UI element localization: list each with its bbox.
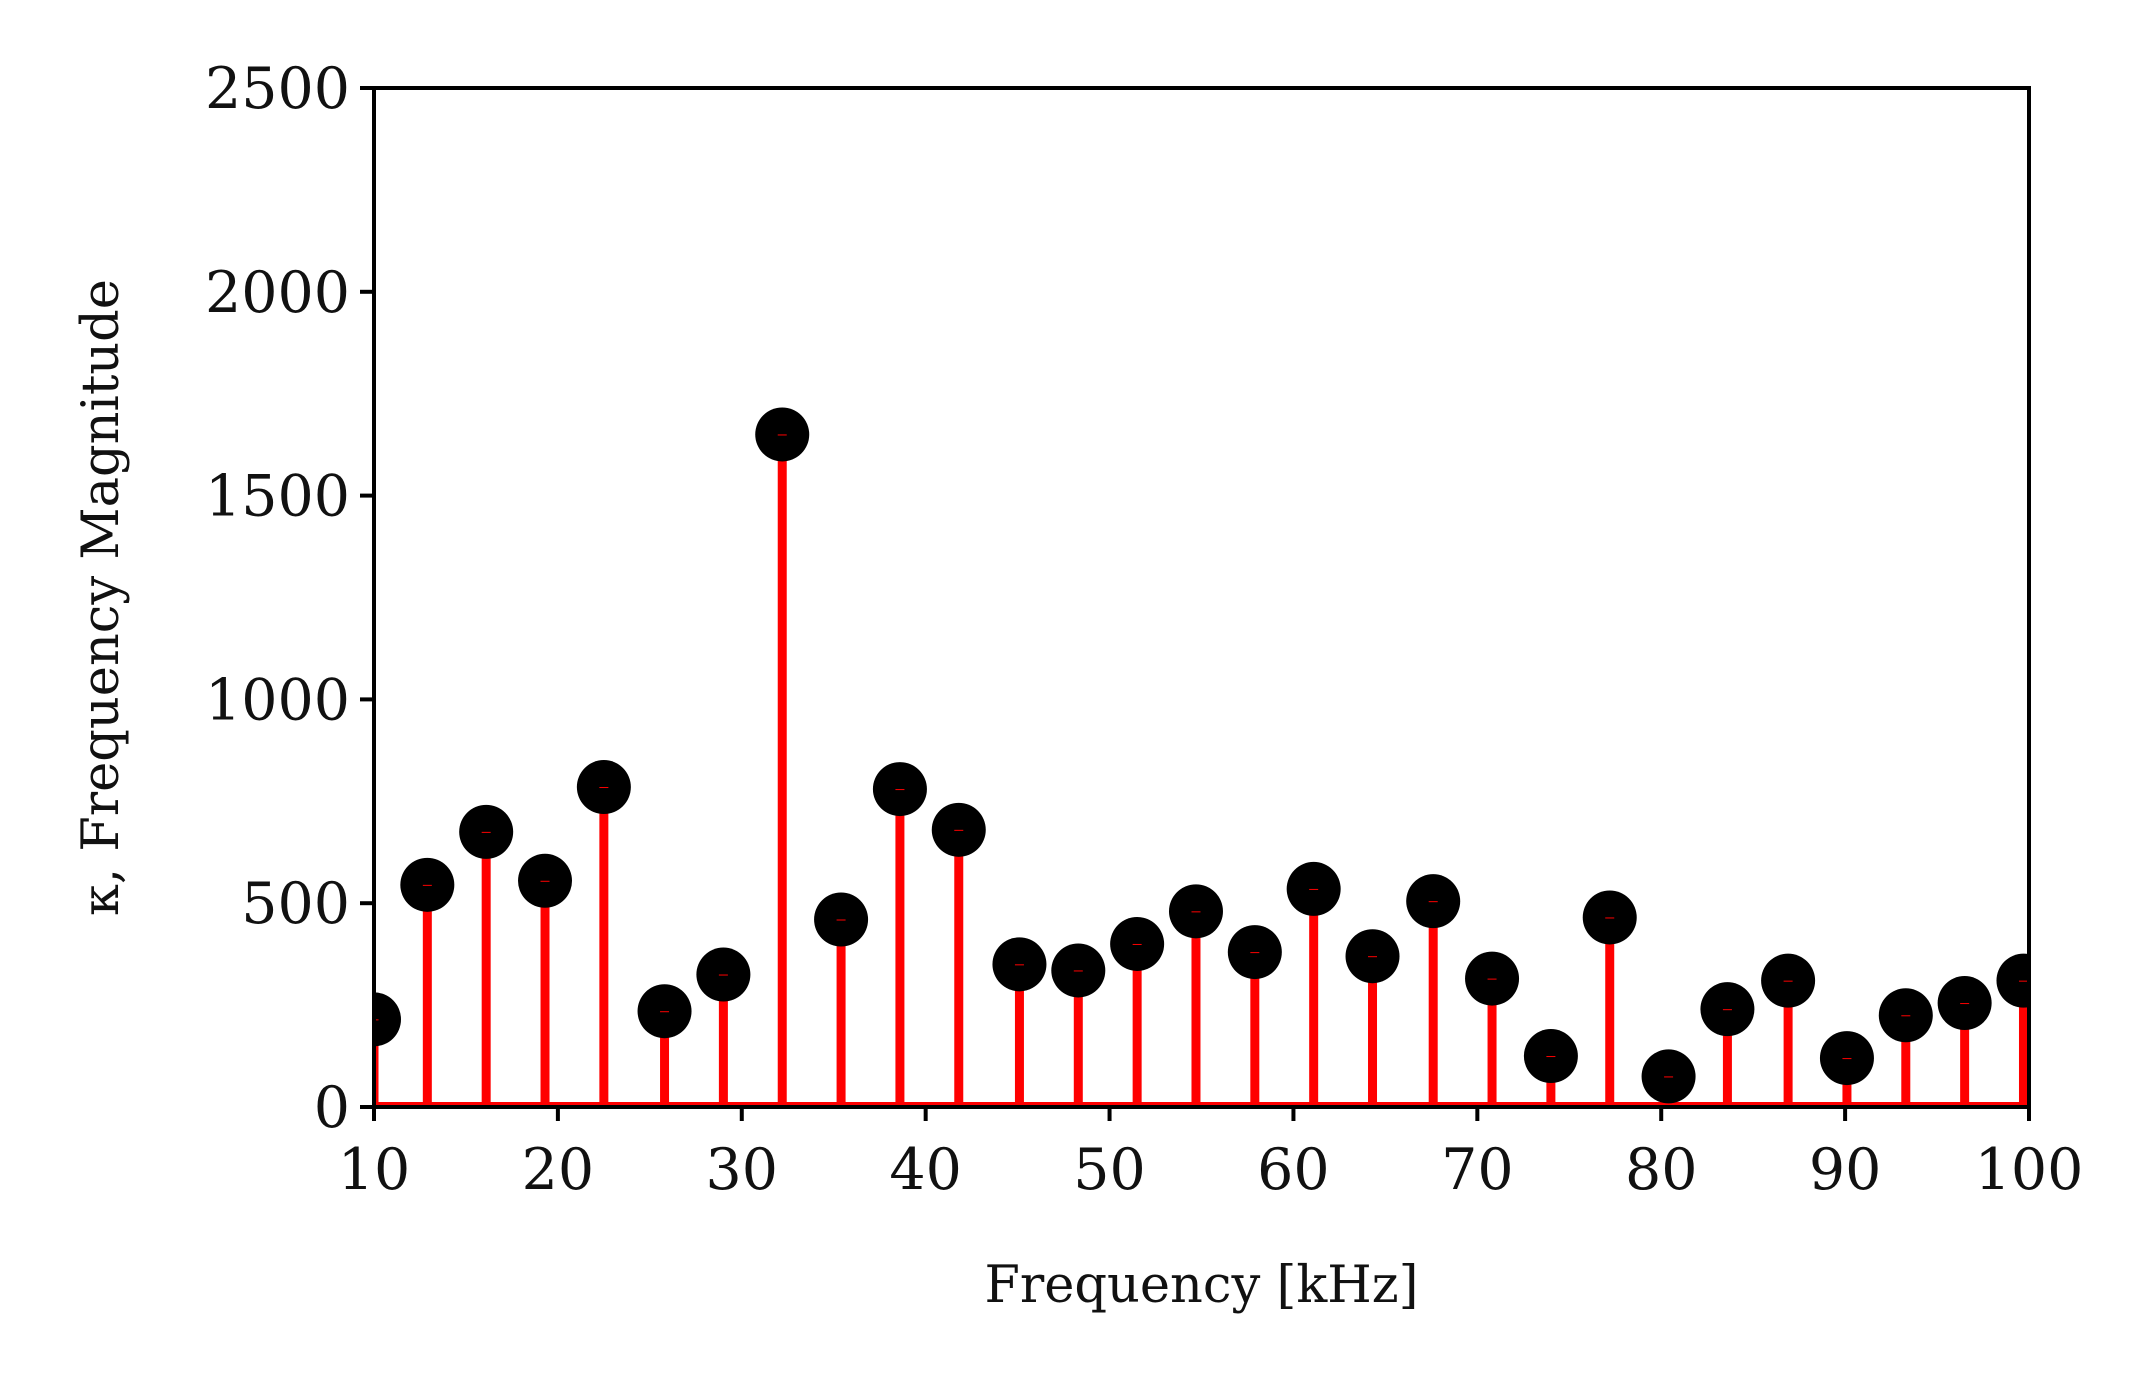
stem-marker — [374, 992, 401, 1047]
stem-marker — [1996, 953, 2029, 1008]
x-tick-label: 10 — [338, 1137, 411, 1203]
x-tick-label: 60 — [1257, 1137, 1330, 1203]
y-tick-label: 1000 — [205, 667, 350, 733]
y-axis-label: κ, Frequency Magnitude — [72, 279, 131, 916]
y-axis-ticks: 0 500 1000 1500 2000 2500 — [205, 56, 374, 1141]
x-tick-label: 20 — [522, 1137, 595, 1203]
y-tick-label: 500 — [241, 871, 350, 937]
x-tick-label: 30 — [706, 1137, 779, 1203]
y-tick-label: 1500 — [205, 464, 350, 530]
x-tick-label: 50 — [1073, 1137, 1146, 1203]
x-tick-label: 90 — [1809, 1137, 1882, 1203]
stem-series — [374, 407, 2029, 1107]
x-tick-label: 40 — [889, 1137, 962, 1203]
y-tick-label: 0 — [314, 1075, 350, 1141]
x-axis-ticks: 10 20 30 40 50 60 70 80 90 100 — [338, 1107, 2084, 1203]
plot-area — [374, 407, 2029, 1107]
x-axis-label: Frequency [kHz] — [984, 1256, 1418, 1315]
x-tick-label: 70 — [1441, 1137, 1514, 1203]
x-tick-label: 80 — [1625, 1137, 1698, 1203]
y-tick-label: 2000 — [205, 260, 350, 326]
y-tick-label: 2500 — [205, 56, 350, 122]
x-tick-label: 100 — [1975, 1137, 2084, 1203]
axes-frame — [372, 86, 2031, 1109]
